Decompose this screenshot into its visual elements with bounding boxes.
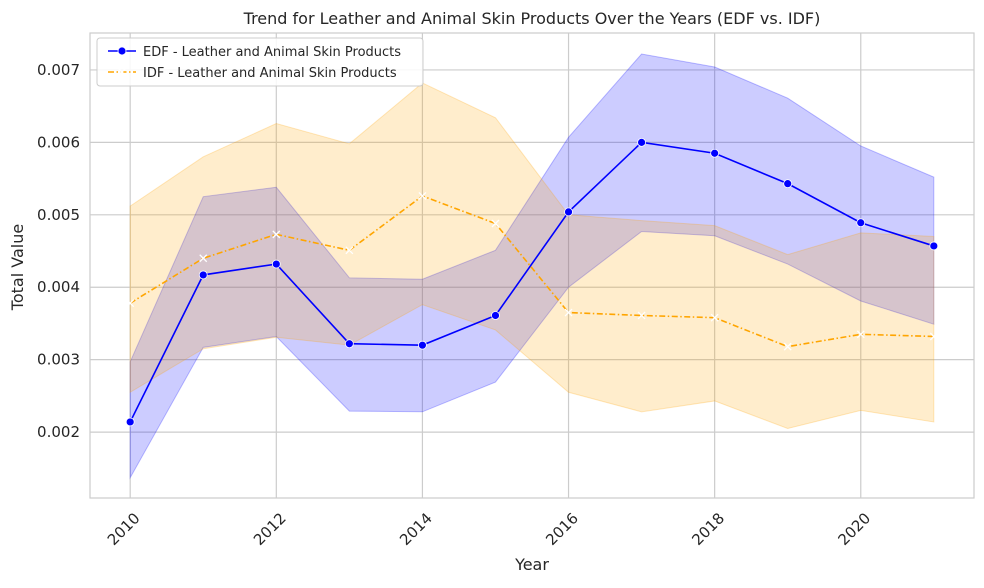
data-point (929, 332, 938, 341)
data-point (126, 299, 135, 308)
data-point (564, 308, 573, 317)
x-tick-label: 2020 (834, 509, 874, 549)
legend-edf-marker (117, 46, 127, 56)
x-tick-label: 2010 (104, 509, 144, 549)
data-point (710, 313, 719, 322)
x-axis-label: Year (514, 555, 549, 574)
x-tick-label: 2016 (542, 509, 582, 549)
x-tick-label: 2018 (688, 509, 728, 549)
data-point (272, 230, 281, 239)
legend: EDF - Leather and Animal Skin Products I… (96, 37, 424, 87)
data-point (856, 218, 866, 228)
y-tick-label: 0.004 (37, 278, 80, 296)
series-markers (125, 137, 939, 427)
legend-box (96, 37, 424, 87)
confidence-band-0 (129, 53, 935, 480)
y-tick-label: 0.002 (37, 423, 80, 441)
y-tick-label: 0.006 (37, 133, 80, 151)
confidence-bands (129, 53, 935, 480)
data-point (198, 270, 208, 280)
data-point (637, 137, 646, 147)
data-point (418, 340, 427, 350)
legend-edf-label: EDF - Leather and Animal Skin Products (143, 45, 401, 60)
plot-frame (89, 32, 975, 499)
data-point (491, 219, 500, 228)
data-point (345, 246, 354, 255)
data-point (783, 342, 792, 351)
data-point (856, 330, 865, 339)
data-point (344, 339, 354, 349)
data-point (491, 311, 500, 320)
series-line-0 (129, 141, 935, 423)
data-point (271, 259, 281, 269)
y-tick-label: 0.007 (37, 61, 80, 79)
y-axis-label: Total Value (8, 224, 27, 311)
data-point (710, 148, 720, 158)
x-axis-ticks: 2010 2012 2014 2016 2018 2020 (104, 509, 874, 549)
series-line-1 (129, 195, 934, 348)
series-lines (129, 141, 935, 423)
x-tick-label: 2012 (250, 509, 290, 549)
legend-idf-label: IDF - Leather and Animal Skin Products (143, 66, 397, 81)
y-tick-label: 0.005 (37, 206, 80, 224)
data-point (637, 311, 646, 320)
data-point (929, 241, 939, 251)
data-point (783, 179, 793, 189)
y-tick-label: 0.003 (37, 351, 80, 369)
data-point (125, 417, 135, 427)
y-axis-ticks: 0.002 0.003 0.004 0.005 0.006 0.007 (37, 61, 80, 441)
data-point (418, 192, 427, 200)
chart-title: Trend for Leather and Animal Skin Produc… (243, 9, 821, 28)
legend-idf-marker (118, 68, 126, 76)
x-tick-label: 2014 (396, 509, 436, 549)
data-point (564, 207, 573, 217)
data-point (199, 254, 208, 263)
